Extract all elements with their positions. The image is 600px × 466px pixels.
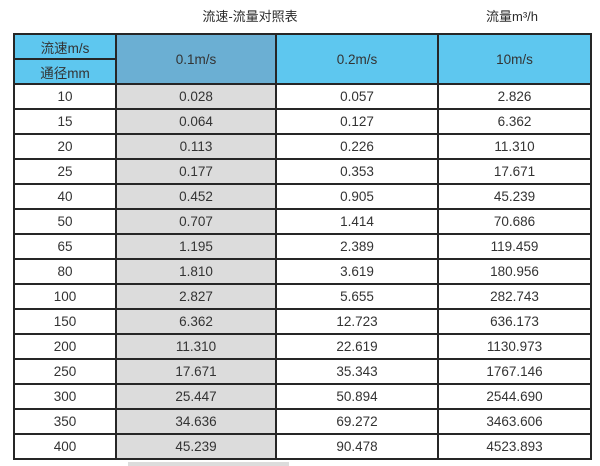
flow-value-cell: 2.826 (437, 83, 592, 110)
flow-value-cell: 0.905 (275, 183, 439, 210)
flow-value-cell: 11.310 (115, 333, 277, 360)
velocity-header-0-2: 0.2m/s (275, 33, 439, 85)
table-row: 50 0.707 1.414 70.686 (13, 208, 592, 235)
flow-value-cell: 282.743 (437, 283, 592, 310)
flow-value-cell: 90.478 (275, 433, 439, 460)
table-row: 15 0.064 0.127 6.362 (13, 108, 592, 135)
flow-value-cell: 2544.690 (437, 383, 592, 410)
table-row: 65 1.195 2.389 119.459 (13, 233, 592, 260)
flow-value-cell: 0.127 (275, 108, 439, 135)
flow-value-cell: 0.064 (115, 108, 277, 135)
flow-value-cell: 119.459 (437, 233, 592, 260)
diameter-cell: 400 (13, 433, 117, 460)
table-row: 100 2.827 5.655 282.743 (13, 283, 592, 310)
flow-value-cell: 6.362 (437, 108, 592, 135)
flow-value-cell: 2.389 (275, 233, 439, 260)
flow-value-cell: 34.636 (115, 408, 277, 435)
corner-diameter-label: 通径mm (13, 58, 117, 85)
flow-value-cell: 4523.893 (437, 433, 592, 460)
diameter-cell: 100 (13, 283, 117, 310)
flow-value-cell: 1.195 (115, 233, 277, 260)
flow-value-cell: 636.173 (437, 308, 592, 335)
table-row: 40 0.452 0.905 45.239 (13, 183, 592, 210)
flow-value-cell: 17.671 (115, 358, 277, 385)
table-row: 80 1.810 3.619 180.956 (13, 258, 592, 285)
diameter-cell: 80 (13, 258, 117, 285)
flow-value-cell: 0.057 (275, 83, 439, 110)
flow-value-cell: 3.619 (275, 258, 439, 285)
table-row: 150 6.362 12.723 636.173 (13, 308, 592, 335)
flow-value-cell: 25.447 (115, 383, 277, 410)
flow-value-cell: 69.272 (275, 408, 439, 435)
diameter-cell: 40 (13, 183, 117, 210)
diameter-cell: 65 (13, 233, 117, 260)
flow-value-cell: 35.343 (275, 358, 439, 385)
corner-velocity-label: 流速m/s (13, 33, 117, 60)
flow-value-cell: 45.239 (437, 183, 592, 210)
diameter-cell: 300 (13, 383, 117, 410)
table-row: 250 17.671 35.343 1767.146 (13, 358, 592, 385)
flow-value-cell: 180.956 (437, 258, 592, 285)
flow-value-cell: 0.028 (115, 83, 277, 110)
table-row: 20 0.113 0.226 11.310 (13, 133, 592, 160)
table-title: 流速-流量对照表 (202, 9, 298, 24)
flow-value-cell: 50.894 (275, 383, 439, 410)
diameter-cell: 250 (13, 358, 117, 385)
flow-value-cell: 2.827 (115, 283, 277, 310)
flow-value-cell: 0.707 (115, 208, 277, 235)
flow-value-cell: 0.113 (115, 133, 277, 160)
velocity-header-10: 10m/s (437, 33, 592, 85)
flow-value-cell: 1130.973 (437, 333, 592, 360)
diameter-cell: 25 (13, 158, 117, 185)
diameter-cell: 350 (13, 408, 117, 435)
flow-value-cell: 1.414 (275, 208, 439, 235)
table-row: 25 0.177 0.353 17.671 (13, 158, 592, 185)
diameter-cell: 200 (13, 333, 117, 360)
header-row-top: 流速m/s 0.1m/s 0.2m/s 10m/s (13, 33, 592, 85)
flow-value-cell: 0.353 (275, 158, 439, 185)
flow-value-cell: 12.723 (275, 308, 439, 335)
flow-value-cell: 0.226 (275, 133, 439, 160)
diameter-cell: 15 (13, 108, 117, 135)
shaded-column-tail (128, 462, 289, 466)
diameter-cell: 50 (13, 208, 117, 235)
table-row: 350 34.636 69.272 3463.606 (13, 408, 592, 435)
flow-value-cell: 5.655 (275, 283, 439, 310)
table-row: 10 0.028 0.057 2.826 (13, 83, 592, 110)
flow-value-cell: 1.810 (115, 258, 277, 285)
flow-value-cell: 0.177 (115, 158, 277, 185)
flow-value-cell: 3463.606 (437, 408, 592, 435)
flow-value-cell: 45.239 (115, 433, 277, 460)
flow-value-cell: 6.362 (115, 308, 277, 335)
flow-value-cell: 17.671 (437, 158, 592, 185)
flow-value-cell: 22.619 (275, 333, 439, 360)
flow-value-cell: 11.310 (437, 133, 592, 160)
title-bar: 流速-流量对照表 流量m³/h (0, 0, 600, 33)
diameter-cell: 20 (13, 133, 117, 160)
flow-value-cell: 1767.146 (437, 358, 592, 385)
header-row-bottom: 通径mm (13, 58, 591, 85)
table-row: 200 11.310 22.619 1130.973 (13, 333, 592, 360)
flow-value-cell: 0.452 (115, 183, 277, 210)
flow-rate-unit-label: 流量m³/h (485, 9, 539, 24)
diameter-cell: 150 (13, 308, 117, 335)
table-row: 300 25.447 50.894 2544.690 (13, 383, 592, 410)
diameter-cell: 10 (13, 83, 117, 110)
table-row: 400 45.239 90.478 4523.893 (13, 433, 592, 460)
flow-comparison-table: 流速m/s 0.1m/s 0.2m/s 10m/s 通径mm 10 0.028 … (13, 33, 592, 460)
flow-value-cell: 70.686 (437, 208, 592, 235)
velocity-header-0-1: 0.1m/s (115, 33, 277, 85)
